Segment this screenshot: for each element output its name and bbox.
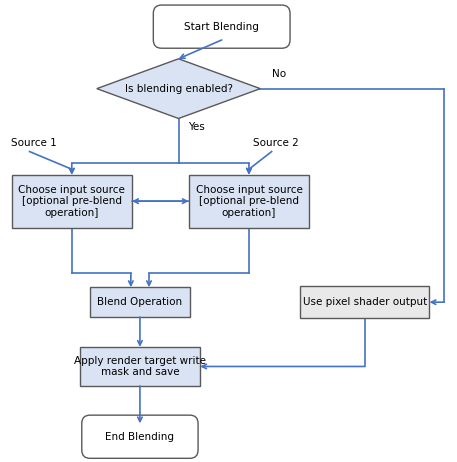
Text: Source 1: Source 1 [11, 138, 57, 148]
Bar [80, 347, 200, 386]
Text: Blend Operation: Blend Operation [97, 297, 182, 307]
FancyBboxPatch shape [154, 5, 290, 48]
Bar [11, 175, 132, 228]
Text: Choose input source
[optional pre-blend
operation]: Choose input source [optional pre-blend … [18, 184, 125, 218]
Text: Choose input source
[optional pre-blend
operation]: Choose input source [optional pre-blend … [196, 184, 303, 218]
Text: Start Blending: Start Blending [184, 22, 259, 31]
Bar [90, 287, 190, 317]
Text: Yes: Yes [188, 122, 204, 132]
Bar [189, 175, 309, 228]
Text: No: No [271, 69, 286, 79]
Polygon shape [97, 59, 260, 118]
Text: End Blending: End Blending [106, 432, 175, 442]
Text: Use pixel shader output: Use pixel shader output [303, 297, 427, 307]
Text: Is blending enabled?: Is blending enabled? [125, 84, 233, 94]
Text: Source 2: Source 2 [254, 138, 299, 148]
Bar [300, 286, 430, 318]
FancyBboxPatch shape [82, 415, 198, 458]
Text: Apply render target write
mask and save: Apply render target write mask and save [74, 356, 206, 377]
